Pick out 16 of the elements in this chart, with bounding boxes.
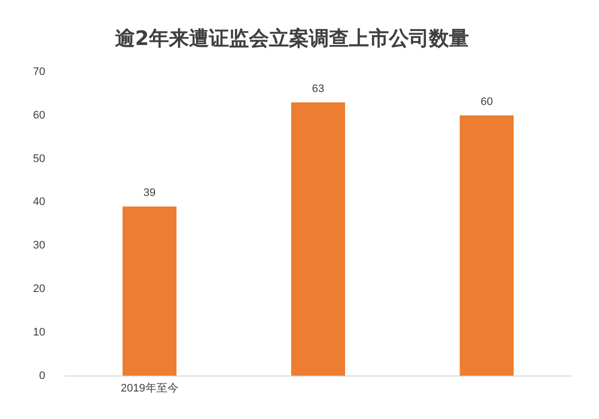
y-tick-label: 30: [32, 240, 46, 252]
data-label: 60: [480, 96, 493, 108]
y-tick-label: 70: [32, 66, 46, 78]
y-tick-label: 60: [32, 109, 46, 122]
bar: [460, 115, 514, 376]
y-tick-label: 20: [32, 283, 46, 296]
y-tick-label: 10: [32, 326, 46, 338]
data-label: 39: [143, 187, 156, 200]
data-label: 63: [312, 82, 324, 95]
chart-title: 逾2年来遭证监会立案调查上市公司数量: [115, 26, 469, 50]
bar: [291, 102, 346, 376]
x-tick-label: 2019年至今: [120, 382, 178, 394]
y-tick-label: 40: [32, 196, 46, 208]
y-tick-label: 0: [39, 370, 46, 382]
y-tick-label: 50: [32, 152, 46, 165]
bar: [122, 206, 177, 376]
